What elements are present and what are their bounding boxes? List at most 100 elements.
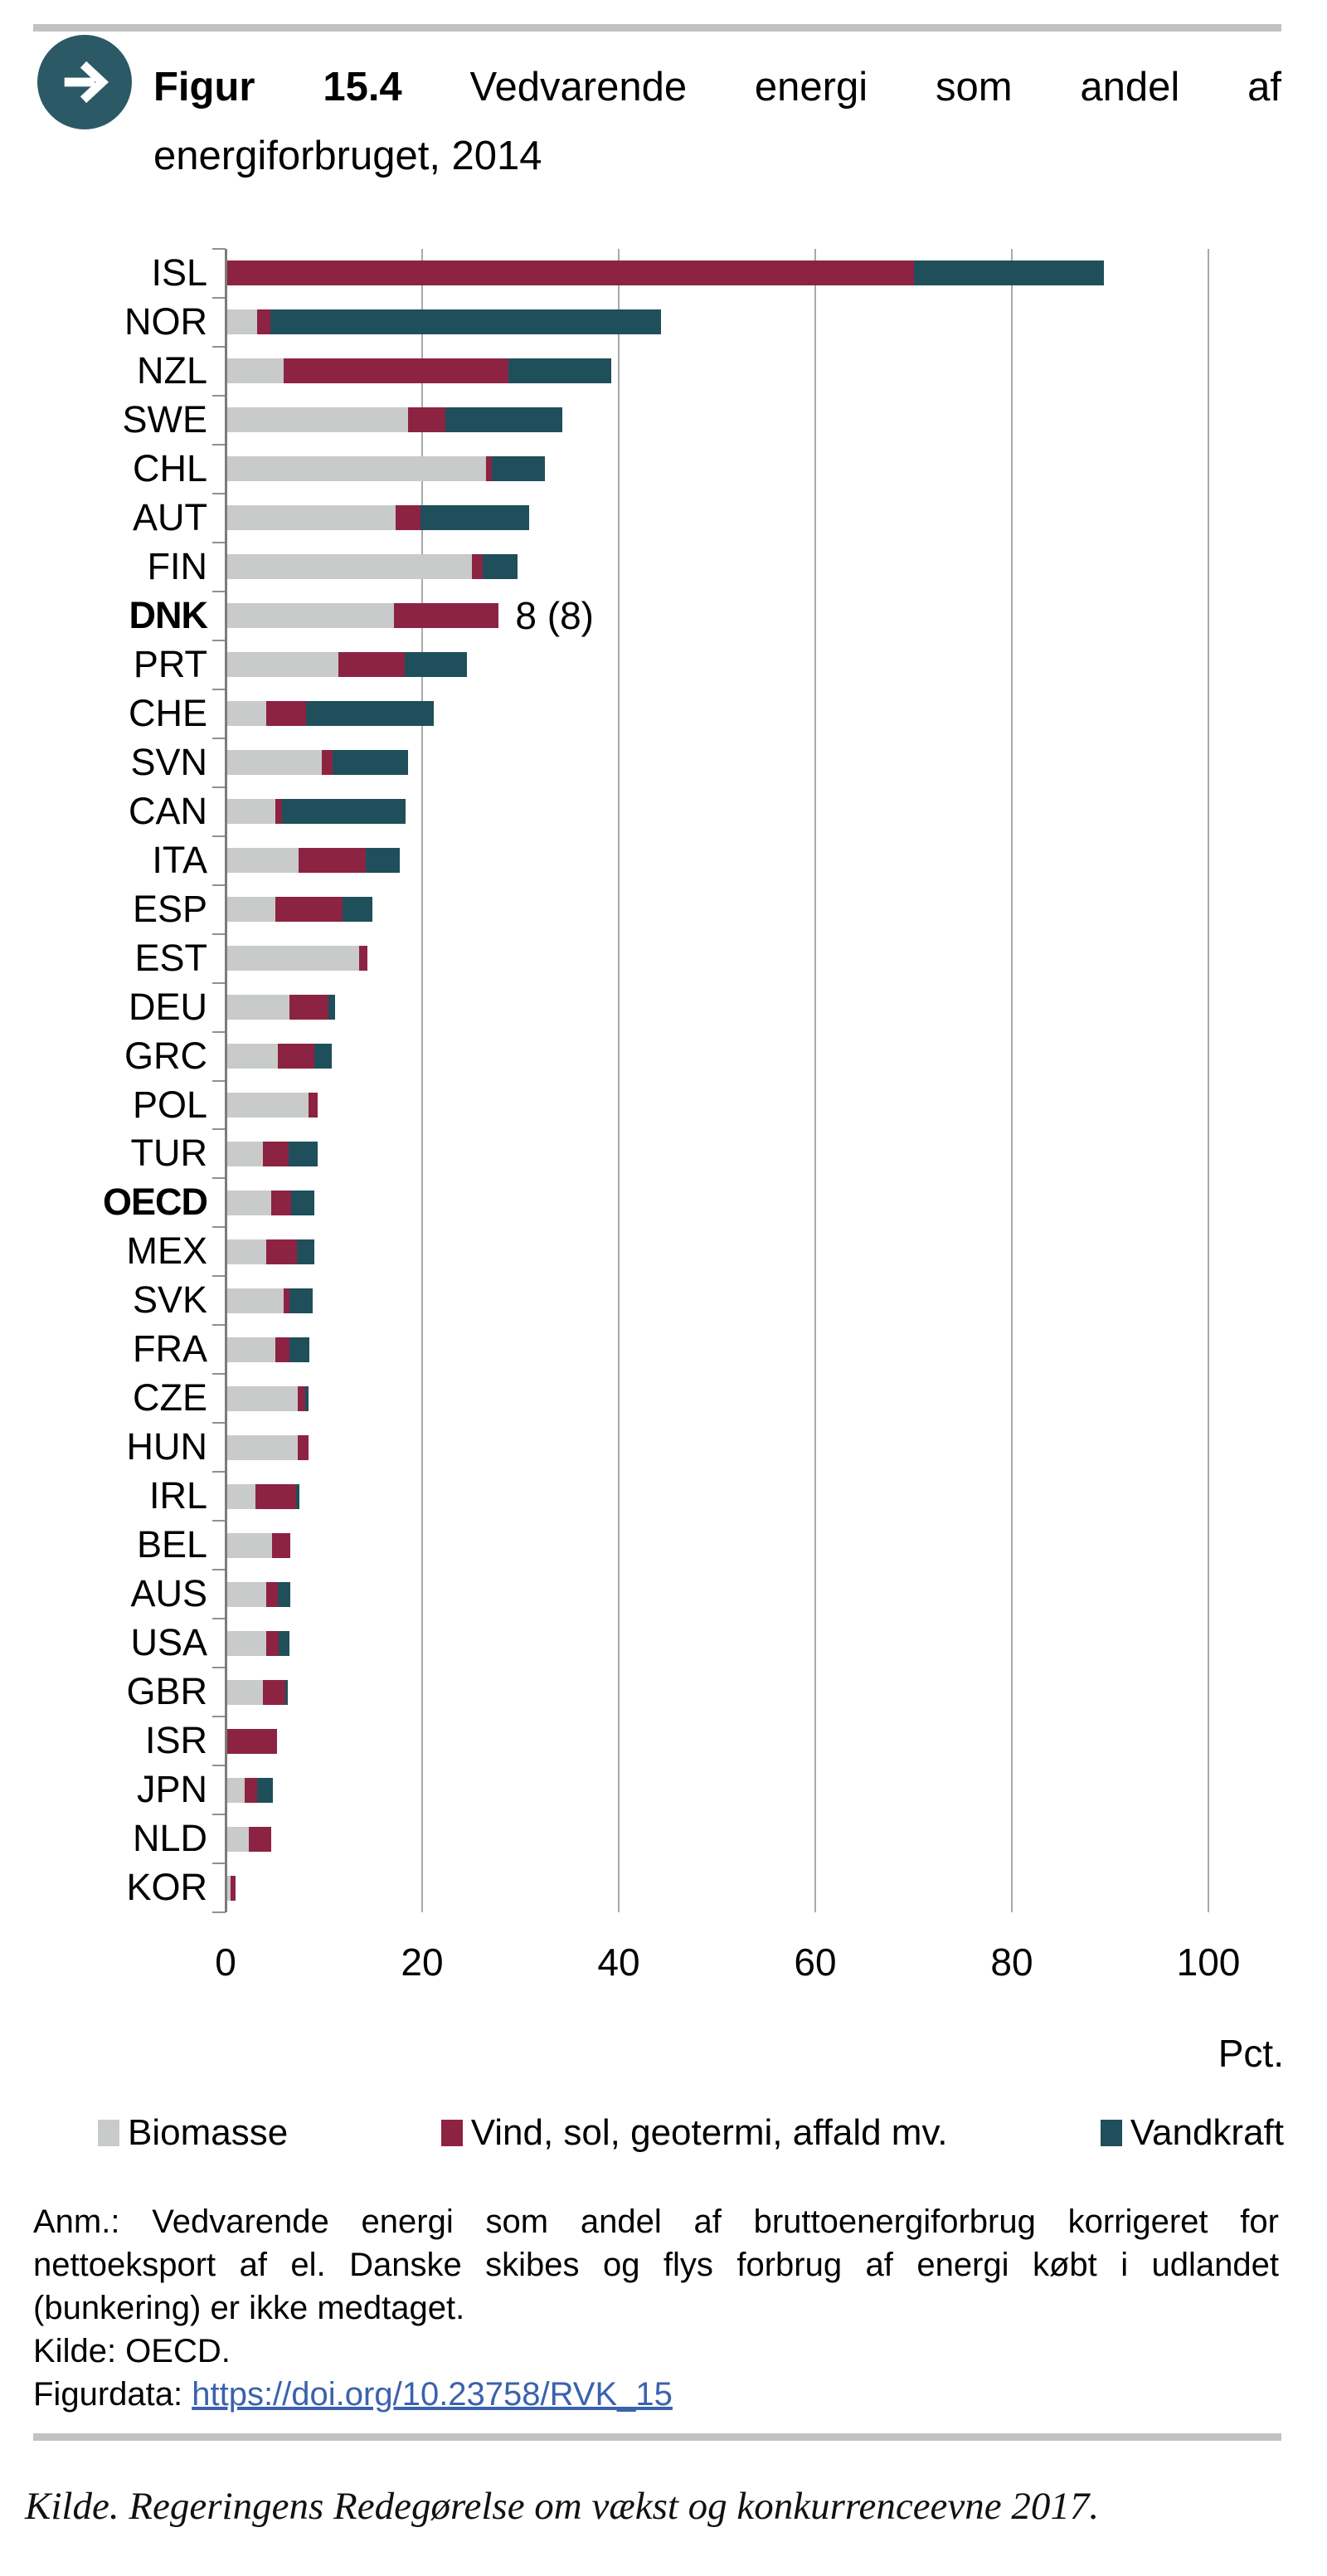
bar-segment-biomasse (226, 1044, 278, 1069)
gridline (618, 249, 620, 1912)
bar-row-hun (226, 1434, 309, 1460)
bar-segment-biomasse (226, 407, 409, 433)
bar-segment-vind (322, 750, 333, 776)
bar-segment-vandkraft (404, 652, 468, 678)
bar-row-can (226, 799, 406, 825)
y-axis-tick (212, 981, 226, 984)
country-label-gbr: GBR (126, 1670, 207, 1713)
y-axis-tick (212, 1667, 226, 1669)
axis-unit-label: Pct. (1218, 2032, 1284, 2075)
y-axis-tick (212, 933, 226, 935)
bar-segment-vind (359, 946, 367, 971)
bar-segment-biomasse (226, 1826, 250, 1852)
arrow-right-glyph (64, 61, 109, 104)
bar-segment-vind (408, 407, 446, 433)
bar-segment-vind (275, 897, 343, 923)
country-label-nzl: NZL (136, 348, 207, 392)
y-axis-tick (212, 786, 226, 788)
bar-segment-biomasse (226, 1679, 264, 1705)
bar-row-mex (226, 1239, 314, 1264)
country-label-grc: GRC (124, 1034, 207, 1077)
legend-item: Biomasse (98, 2112, 288, 2154)
y-axis-tick (212, 737, 226, 739)
bar-row-dnk (226, 603, 499, 629)
x-axis-label: 0 (215, 1941, 236, 1984)
bar-segment-vind (265, 701, 307, 727)
bar-segment-vind (308, 1092, 318, 1118)
bar-segment-biomasse (226, 554, 473, 580)
bar-row-isr (226, 1728, 277, 1754)
figure-number: Figur 15.4 (153, 65, 402, 110)
arrow-right-icon (37, 35, 132, 129)
bar-segment-vind (263, 1141, 289, 1166)
bar-row-pol (226, 1092, 318, 1118)
y-axis-tick (212, 1863, 226, 1865)
bar-segment-biomasse (226, 1483, 255, 1509)
bar-segment-vandkraft (333, 750, 409, 776)
gridline (1011, 249, 1013, 1912)
bar-row-svn (226, 750, 409, 776)
country-label-est: EST (134, 936, 207, 979)
bar-segment-biomasse (226, 750, 323, 776)
figure-title-text: Vedvarende energi som andel af (469, 65, 1281, 110)
bar-row-irl (226, 1483, 299, 1509)
legend-label: Vind, sol, geotermi, affald mv. (470, 2112, 948, 2153)
rank-annotation: 8 (8) (515, 593, 595, 637)
bar-segment-vandkraft (420, 505, 530, 531)
country-label-jpn: JPN (136, 1768, 207, 1811)
y-axis-tick (212, 394, 226, 397)
legend-item: Vind, sol, geotermi, affald mv. (440, 2112, 948, 2154)
country-label-pol: POL (132, 1083, 207, 1126)
bar-segment-vandkraft (306, 701, 435, 727)
country-label-che: CHE (128, 691, 207, 734)
bar-segment-vind (275, 799, 282, 825)
legend-label: Biomasse (128, 2112, 289, 2153)
bar-segment-vandkraft (492, 456, 546, 482)
bar-segment-vind (271, 1532, 291, 1558)
y-axis-tick (212, 1911, 226, 1913)
bar-segment-vind (249, 1826, 271, 1852)
bar-segment-biomasse (226, 1630, 266, 1656)
bar-row-cze (226, 1385, 309, 1411)
top-rule (33, 24, 1281, 32)
y-axis-tick (212, 443, 226, 446)
bar-segment-biomasse (226, 701, 266, 727)
x-axis-label: 100 (1176, 1941, 1241, 1984)
bar-row-swe (226, 407, 563, 433)
y-axis-tick (212, 1373, 226, 1376)
bar-segment-vandkraft (328, 995, 335, 1020)
bar-segment-vandkraft (343, 897, 372, 923)
figurdata-link[interactable]: https://doi.org/10.23758/RVK_15 (192, 2376, 673, 2413)
bar-segment-biomasse (226, 456, 487, 482)
country-label-isr: ISR (144, 1719, 207, 1762)
bar-segment-biomasse (226, 1190, 271, 1215)
y-axis-tick (212, 639, 226, 641)
figure-notes: Anm.: Vedvarende energi som andel af bru… (33, 2200, 1279, 2416)
y-axis-tick (212, 590, 226, 592)
country-label-usa: USA (130, 1621, 207, 1664)
bar-segment-vandkraft (256, 1777, 273, 1803)
bar-row-chl (226, 456, 546, 482)
bar-row-grc (226, 1044, 332, 1069)
country-label-aut: AUT (133, 495, 207, 538)
y-axis-tick (212, 345, 226, 348)
bottom-rule (33, 2433, 1281, 2441)
gridline (1208, 249, 1209, 1912)
bar-segment-vandkraft (366, 848, 400, 874)
bar-segment-vandkraft (277, 1581, 291, 1607)
bar-segment-biomasse (226, 1434, 298, 1460)
country-label-chl: CHL (132, 446, 207, 489)
bar-segment-vind (265, 1630, 279, 1656)
bar-segment-vandkraft (304, 1385, 309, 1411)
y-axis-tick (212, 688, 226, 690)
bar-row-esp (226, 897, 372, 923)
note-line: (bunkering) er ikke medtaget. (33, 2290, 465, 2326)
bar-segment-vind (277, 1044, 314, 1069)
country-label-nor: NOR (124, 299, 207, 343)
bar-segment-vandkraft (913, 261, 1105, 286)
y-axis-tick (212, 1275, 226, 1278)
bar-segment-biomasse (226, 1288, 284, 1313)
bar-row-nor (226, 309, 661, 335)
y-axis-tick (212, 1079, 226, 1082)
